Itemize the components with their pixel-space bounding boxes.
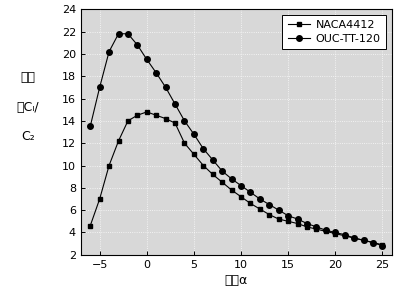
Text: C₂: C₂: [21, 130, 35, 143]
NACA4412: [154, 113, 159, 117]
NACA4412: [220, 181, 225, 184]
Legend: NACA4412, OUC-TT-120: NACA4412, OUC-TT-120: [282, 15, 386, 49]
OUC-TT-120: [342, 233, 347, 237]
NACA4412: [295, 222, 300, 225]
NACA4412: [210, 173, 215, 176]
NACA4412: [342, 234, 347, 238]
NACA4412: [370, 241, 375, 244]
OUC-TT-120: [97, 86, 102, 89]
OUC-TT-120: [201, 147, 206, 151]
OUC-TT-120: [210, 158, 215, 162]
Line: NACA4412: NACA4412: [88, 110, 385, 247]
OUC-TT-120: [144, 58, 149, 61]
NACA4412: [324, 230, 328, 233]
OUC-TT-120: [163, 86, 168, 89]
NACA4412: [239, 195, 244, 199]
Text: 比Cₗ/: 比Cₗ/: [17, 101, 39, 114]
NACA4412: [314, 227, 319, 231]
NACA4412: [276, 217, 281, 221]
OUC-TT-120: [248, 190, 253, 194]
NACA4412: [135, 113, 140, 117]
OUC-TT-120: [295, 217, 300, 221]
OUC-TT-120: [305, 222, 309, 225]
OUC-TT-120: [135, 43, 140, 47]
OUC-TT-120: [352, 236, 357, 240]
NACA4412: [248, 202, 253, 205]
NACA4412: [173, 121, 177, 125]
NACA4412: [229, 188, 234, 192]
NACA4412: [257, 207, 262, 211]
NACA4412: [380, 243, 385, 247]
OUC-TT-120: [229, 177, 234, 181]
NACA4412: [286, 220, 290, 223]
NACA4412: [116, 139, 121, 143]
NACA4412: [305, 225, 309, 229]
NACA4412: [88, 224, 93, 227]
OUC-TT-120: [333, 231, 338, 234]
NACA4412: [361, 239, 366, 242]
OUC-TT-120: [361, 239, 366, 242]
Line: OUC-TT-120: OUC-TT-120: [87, 31, 385, 249]
OUC-TT-120: [314, 225, 319, 229]
NACA4412: [267, 213, 272, 216]
OUC-TT-120: [276, 208, 281, 212]
OUC-TT-120: [154, 71, 159, 75]
OUC-TT-120: [107, 50, 112, 53]
OUC-TT-120: [324, 228, 328, 232]
NACA4412: [163, 117, 168, 120]
X-axis label: 攻角α: 攻角α: [225, 274, 248, 287]
NACA4412: [201, 164, 206, 167]
NACA4412: [107, 164, 112, 167]
OUC-TT-120: [239, 184, 244, 188]
OUC-TT-120: [370, 241, 375, 244]
NACA4412: [126, 119, 130, 123]
OUC-TT-120: [116, 32, 121, 36]
OUC-TT-120: [191, 132, 196, 136]
NACA4412: [144, 110, 149, 114]
OUC-TT-120: [126, 32, 130, 36]
Text: 升阻: 升阻: [21, 72, 36, 84]
OUC-TT-120: [267, 203, 272, 206]
NACA4412: [97, 197, 102, 201]
NACA4412: [182, 141, 187, 145]
OUC-TT-120: [286, 214, 290, 218]
OUC-TT-120: [220, 169, 225, 173]
OUC-TT-120: [380, 244, 385, 248]
OUC-TT-120: [88, 125, 93, 128]
NACA4412: [191, 153, 196, 156]
OUC-TT-120: [182, 119, 187, 123]
NACA4412: [333, 232, 338, 235]
OUC-TT-120: [257, 197, 262, 201]
NACA4412: [352, 236, 357, 240]
OUC-TT-120: [173, 102, 177, 106]
